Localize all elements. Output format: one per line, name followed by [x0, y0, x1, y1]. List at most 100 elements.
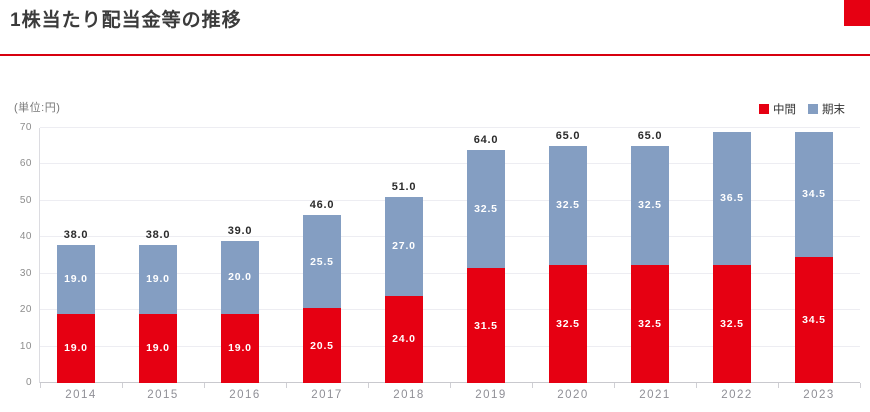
segment-interim-value: 24.0 [392, 333, 416, 346]
bar-2016: 19.0 20.0 39.0 [221, 225, 259, 383]
bar-total-label-2018: 51.0 [391, 181, 417, 194]
segment-interim-value: 19.0 [228, 342, 252, 355]
segment-yearend-value: 19.0 [64, 273, 88, 286]
segment-yearend-2016: 20.0 [221, 240, 259, 314]
segment-yearend-value: 19.0 [146, 273, 170, 286]
x-axis-tick [614, 383, 615, 388]
segment-interim-value: 19.0 [146, 342, 170, 355]
segment-interim-2020: 32.5 [549, 264, 587, 383]
segment-yearend-value: 36.5 [720, 192, 744, 205]
x-axis-label-2017: 2017 [311, 389, 343, 401]
x-axis-tick [286, 383, 287, 388]
gridline-0 [40, 382, 860, 383]
x-axis-tick [860, 383, 861, 388]
legend-label: 期末 [822, 104, 845, 116]
segment-interim-2015: 19.0 [139, 313, 177, 383]
bar-total-label-2019: 64.0 [473, 133, 499, 146]
y-axis-label: 0 [25, 377, 32, 388]
x-axis-label-2015: 2015 [147, 389, 179, 401]
segment-interim-value: 32.5 [720, 317, 744, 330]
segment-interim-value: 19.0 [64, 342, 88, 355]
bar-2019: 31.5 32.5 64.0 [467, 134, 505, 383]
segment-yearend-2021: 32.5 [631, 146, 669, 265]
segment-yearend-2014: 19.0 [57, 244, 95, 314]
x-axis-label-2021: 2021 [639, 389, 671, 401]
x-axis-tick [696, 383, 697, 388]
segment-interim-2023: 34.5 [795, 257, 833, 383]
title-underline [0, 54, 870, 56]
y-axis-line [39, 128, 40, 383]
segment-interim-value: 20.5 [310, 339, 334, 352]
bar-2022: 32.5 36.5 [713, 131, 751, 383]
bar-2023: 34.5 34.5 [795, 131, 833, 383]
x-axis-tick [368, 383, 369, 388]
x-axis-label-2014: 2014 [65, 389, 97, 401]
bar-total-label-2020: 65.0 [555, 130, 581, 143]
segment-interim-2021: 32.5 [631, 264, 669, 383]
y-axis-label: 60 [19, 158, 32, 170]
y-axis-label: 20 [19, 304, 32, 316]
segment-yearend-value: 32.5 [474, 203, 498, 216]
gridline-30 [40, 272, 860, 274]
legend-label: 中間 [773, 104, 796, 116]
x-axis-tick [122, 383, 123, 388]
legend-swatch-icon [808, 104, 818, 114]
y-axis-label: 40 [19, 231, 32, 243]
segment-yearend-value: 25.5 [310, 255, 334, 268]
x-axis-label-2023: 2023 [803, 389, 835, 401]
bar-2014: 19.0 19.0 38.0 [57, 229, 95, 383]
segment-interim-2022: 32.5 [713, 264, 751, 383]
bar-total-label-2015: 38.0 [145, 228, 171, 241]
segment-interim-2017: 20.5 [303, 308, 341, 383]
page-title: 1株当たり配当金等の推移 [10, 10, 242, 31]
bar-total-label-2014: 38.0 [63, 228, 89, 241]
x-axis-label-2016: 2016 [229, 389, 261, 401]
bar-2018: 24.0 27.0 51.0 [385, 181, 423, 383]
segment-yearend-2018: 27.0 [385, 197, 423, 296]
segment-interim-2014: 19.0 [57, 313, 95, 383]
segment-yearend-2015: 19.0 [139, 244, 177, 314]
x-axis-label-2019: 2019 [475, 389, 507, 401]
segment-yearend-2022: 36.5 [713, 131, 751, 265]
x-axis-tick [40, 383, 41, 388]
plot-area: 0 10 20 30 40 50 60 70 19.0 19.0 38.0 2014 19.0 19.0 3… [20, 122, 861, 401]
segment-interim-value: 32.5 [638, 317, 662, 330]
segment-yearend-2023: 34.5 [795, 131, 833, 258]
segment-yearend-2019: 32.5 [467, 149, 505, 269]
x-axis-tick [450, 383, 451, 388]
segment-interim-2016: 19.0 [221, 313, 259, 383]
gridline-20 [40, 309, 860, 311]
legend-swatch-icon [759, 104, 769, 114]
bar-2015: 19.0 19.0 38.0 [139, 229, 177, 383]
segment-interim-value: 31.5 [474, 319, 498, 332]
y-axis-label: 50 [19, 194, 32, 206]
segment-interim-2019: 31.5 [467, 268, 505, 383]
legend-item-yearend: 期末 [808, 101, 845, 117]
gridline-60 [40, 163, 860, 165]
x-axis-label-2018: 2018 [393, 389, 425, 401]
y-axis-label: 30 [19, 267, 32, 279]
segment-yearend-value: 32.5 [556, 199, 580, 212]
x-axis-label-2022: 2022 [721, 389, 753, 401]
bar-2017: 20.5 25.5 46.0 [303, 199, 341, 383]
segment-yearend-value: 32.5 [638, 199, 662, 212]
x-axis-tick [532, 383, 533, 388]
segment-interim-2018: 24.0 [385, 295, 423, 383]
bar-total-label-2017: 46.0 [309, 199, 335, 212]
bar-total-label-2016: 39.0 [227, 224, 253, 237]
segment-yearend-value: 34.5 [802, 188, 826, 201]
gridline-50 [40, 199, 860, 201]
segment-yearend-2017: 25.5 [303, 215, 341, 309]
y-axis-label: 10 [19, 340, 32, 352]
chart-legend: 中間 期末 [759, 101, 845, 117]
segment-yearend-value: 27.0 [392, 240, 416, 253]
y-axis-label: 70 [19, 122, 32, 133]
unit-label: (単位:円) [14, 102, 61, 114]
bar-2020: 32.5 32.5 65.0 [549, 130, 587, 383]
segment-interim-value: 32.5 [556, 317, 580, 330]
x-axis-label-2020: 2020 [557, 389, 589, 401]
legend-item-interim: 中間 [759, 101, 796, 117]
gridline-10 [40, 345, 860, 347]
gridline-70 [40, 127, 860, 128]
